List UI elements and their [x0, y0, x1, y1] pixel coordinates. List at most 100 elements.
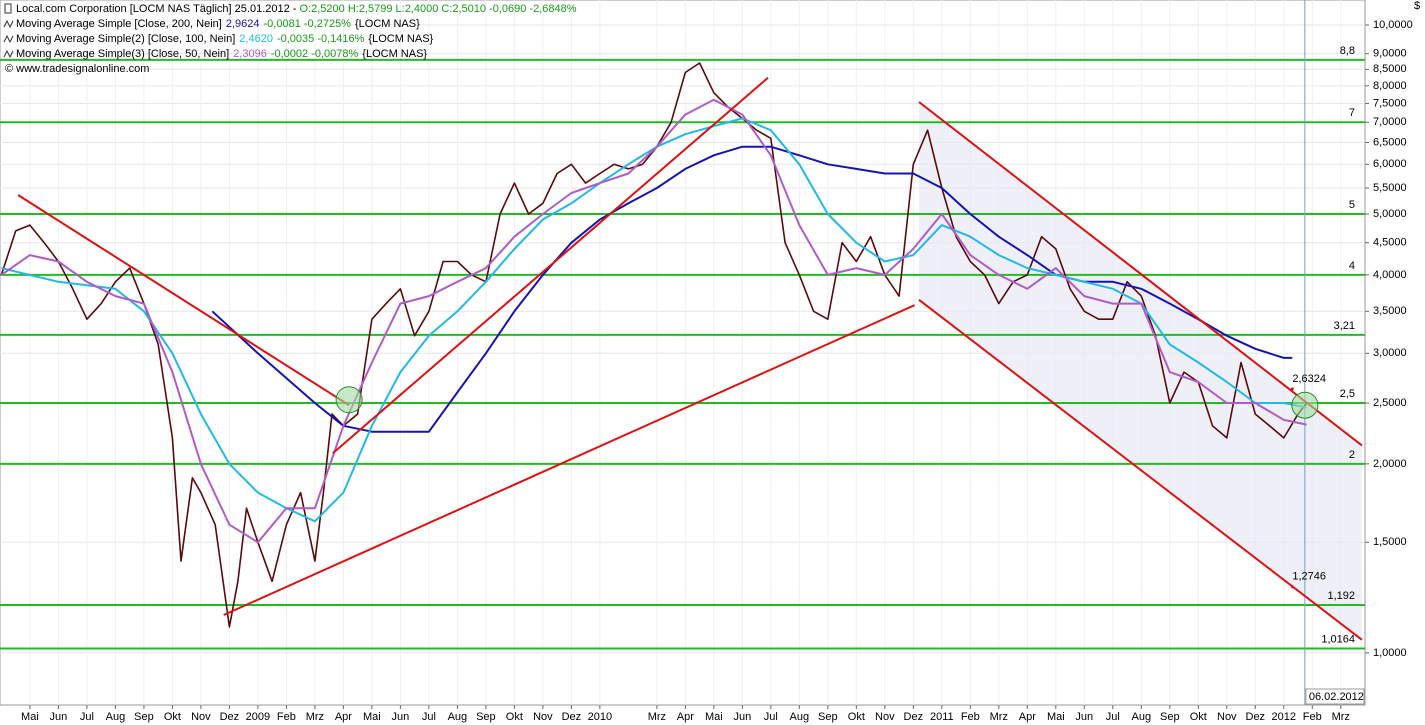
trendline — [223, 304, 916, 616]
legend-change: -0,0081 -0,2725% — [264, 18, 352, 30]
x-tick-label: Okt — [164, 711, 181, 723]
x-tick-label: Jun — [50, 711, 68, 723]
x-tick-label: Nov — [533, 711, 553, 723]
trendline — [918, 299, 1363, 641]
x-tick-label: 2010 — [588, 711, 612, 723]
x-tick-label: Feb — [1303, 711, 1322, 723]
moving-average — [211, 145, 1293, 433]
level-label: 4 — [1349, 260, 1355, 272]
y-tick-label: 9,0000 — [1373, 48, 1407, 60]
y-tick-label: 8,0000 — [1373, 80, 1407, 92]
x-tick-label: Sep — [818, 711, 838, 723]
x-tick-label: Dez — [220, 711, 240, 723]
point-marker — [1290, 387, 1294, 391]
x-tick-label: 2011 — [930, 711, 954, 723]
point-label: 1,2746 — [1292, 571, 1326, 583]
legend-name: Moving Average Simple [Close, 200, Nein] — [16, 18, 222, 30]
x-tick-label: Jun — [733, 711, 751, 723]
y-tick-label: 6,5000 — [1373, 136, 1407, 148]
level-label: 1,192 — [1327, 590, 1355, 602]
x-tick-label: Nov — [191, 711, 211, 723]
legend-name: Moving Average Simple(2) [Close, 100, Ne… — [16, 33, 235, 45]
legend-suffix: {LOCM NAS} — [355, 18, 420, 30]
y-tick-label: 7,5000 — [1373, 97, 1407, 109]
moving-average — [0, 98, 1307, 544]
x-tick-label: Mrz — [648, 711, 666, 723]
x-tick-label: Dez — [904, 711, 924, 723]
trendline — [332, 77, 769, 454]
y-tick-label: 4,5000 — [1373, 237, 1407, 249]
legend-icon — [3, 49, 14, 59]
x-tick-label: Aug — [448, 711, 468, 723]
y-tick-label: 2,5000 — [1373, 397, 1407, 409]
y-tick-label: 10,0000 — [1373, 19, 1413, 31]
currency-label: $ — [1414, 0, 1420, 12]
trendline — [918, 101, 1363, 447]
moving-average — [1, 117, 1307, 523]
legend-icon — [3, 34, 14, 44]
point-label: 2,6324 — [1292, 373, 1326, 385]
y-tick-label: 3,5000 — [1373, 305, 1407, 317]
y-tick-label: 3,0000 — [1373, 347, 1407, 359]
x-tick-label: Nov — [875, 711, 895, 723]
legend-suffix: {LOCM NAS} — [362, 48, 427, 60]
copyright: © www.tradesignalonline.com — [5, 63, 149, 75]
x-tick-label: Mai — [705, 711, 723, 723]
x-tick-label: Sep — [1160, 711, 1180, 723]
legend-suffix: {LOCM NAS} — [368, 33, 433, 45]
date-marker-label: 06.02.2012 — [1309, 691, 1364, 703]
legend-name: Moving Average Simple(3) [Close, 50, Nei… — [16, 48, 229, 60]
legend-value: 2,9624 — [226, 18, 260, 30]
legend-entry: Moving Average Simple [Close, 200, Nein]… — [16, 18, 420, 30]
y-tick-label: 4,0000 — [1373, 269, 1407, 281]
x-tick-label: Okt — [848, 711, 865, 723]
x-tick-label: Mrz — [306, 711, 324, 723]
x-tick-label: Sep — [476, 711, 496, 723]
level-label: 2 — [1349, 449, 1355, 461]
title-part: O:2,5200 H:2,5799 L:2,4000 C:2,5010 -0,0… — [300, 3, 577, 15]
x-tick-label: Apr — [335, 711, 352, 723]
point-marker — [1290, 585, 1294, 589]
x-tick-label: Mai — [21, 711, 39, 723]
y-tick-label: 8,5000 — [1373, 63, 1407, 75]
level-label: 7 — [1349, 107, 1355, 119]
x-tick-label: Apr — [677, 711, 694, 723]
y-tick-label: 1,0000 — [1373, 647, 1407, 659]
x-tick-label: Jul — [80, 711, 94, 723]
x-tick-label: Nov — [1217, 711, 1237, 723]
x-tick-label: 2009 — [246, 711, 270, 723]
y-tick-label: 2,0000 — [1373, 458, 1407, 470]
x-tick-label: Mrz — [990, 711, 1008, 723]
x-tick-label: Okt — [1190, 711, 1207, 723]
y-tick-label: 5,0000 — [1373, 208, 1407, 220]
x-tick-label: Aug — [1132, 711, 1152, 723]
x-tick-label: Sep — [134, 711, 154, 723]
level-label: 2,5 — [1340, 388, 1355, 400]
title-part: Local.com Corporation [LOCM NAS Täglich]… — [16, 3, 300, 15]
legend-icon — [3, 19, 14, 29]
x-tick-label: Feb — [277, 711, 296, 723]
x-tick-label: Jun — [1075, 711, 1093, 723]
y-tick-label: 5,5000 — [1373, 182, 1407, 194]
legend-entry: Moving Average Simple(2) [Close, 100, Ne… — [16, 33, 434, 45]
level-label: 5 — [1349, 199, 1355, 211]
x-tick-label: Jul — [422, 711, 436, 723]
x-tick-label: Aug — [790, 711, 810, 723]
x-tick-label: Mai — [363, 711, 381, 723]
x-tick-label: Jun — [392, 711, 410, 723]
x-tick-label: Jul — [764, 711, 778, 723]
x-tick-label: Mai — [1047, 711, 1065, 723]
level-label: 1,0164 — [1321, 633, 1355, 645]
header-title: Local.com Corporation [LOCM NAS Täglich]… — [16, 3, 577, 15]
x-tick-label: Aug — [106, 711, 126, 723]
x-tick-label: Jul — [1106, 711, 1120, 723]
x-tick-label: Mrz — [1332, 711, 1350, 723]
legend-entry: Moving Average Simple(3) [Close, 50, Nei… — [16, 48, 427, 60]
legend-change: -0,0035 -0,1416% — [277, 33, 365, 45]
x-tick-label: Feb — [961, 711, 980, 723]
legend-value: 2,3096 — [233, 48, 267, 60]
highlight-circle — [1291, 391, 1319, 419]
date-marker-box — [1305, 688, 1365, 705]
y-tick-label: 1,5000 — [1373, 536, 1407, 548]
